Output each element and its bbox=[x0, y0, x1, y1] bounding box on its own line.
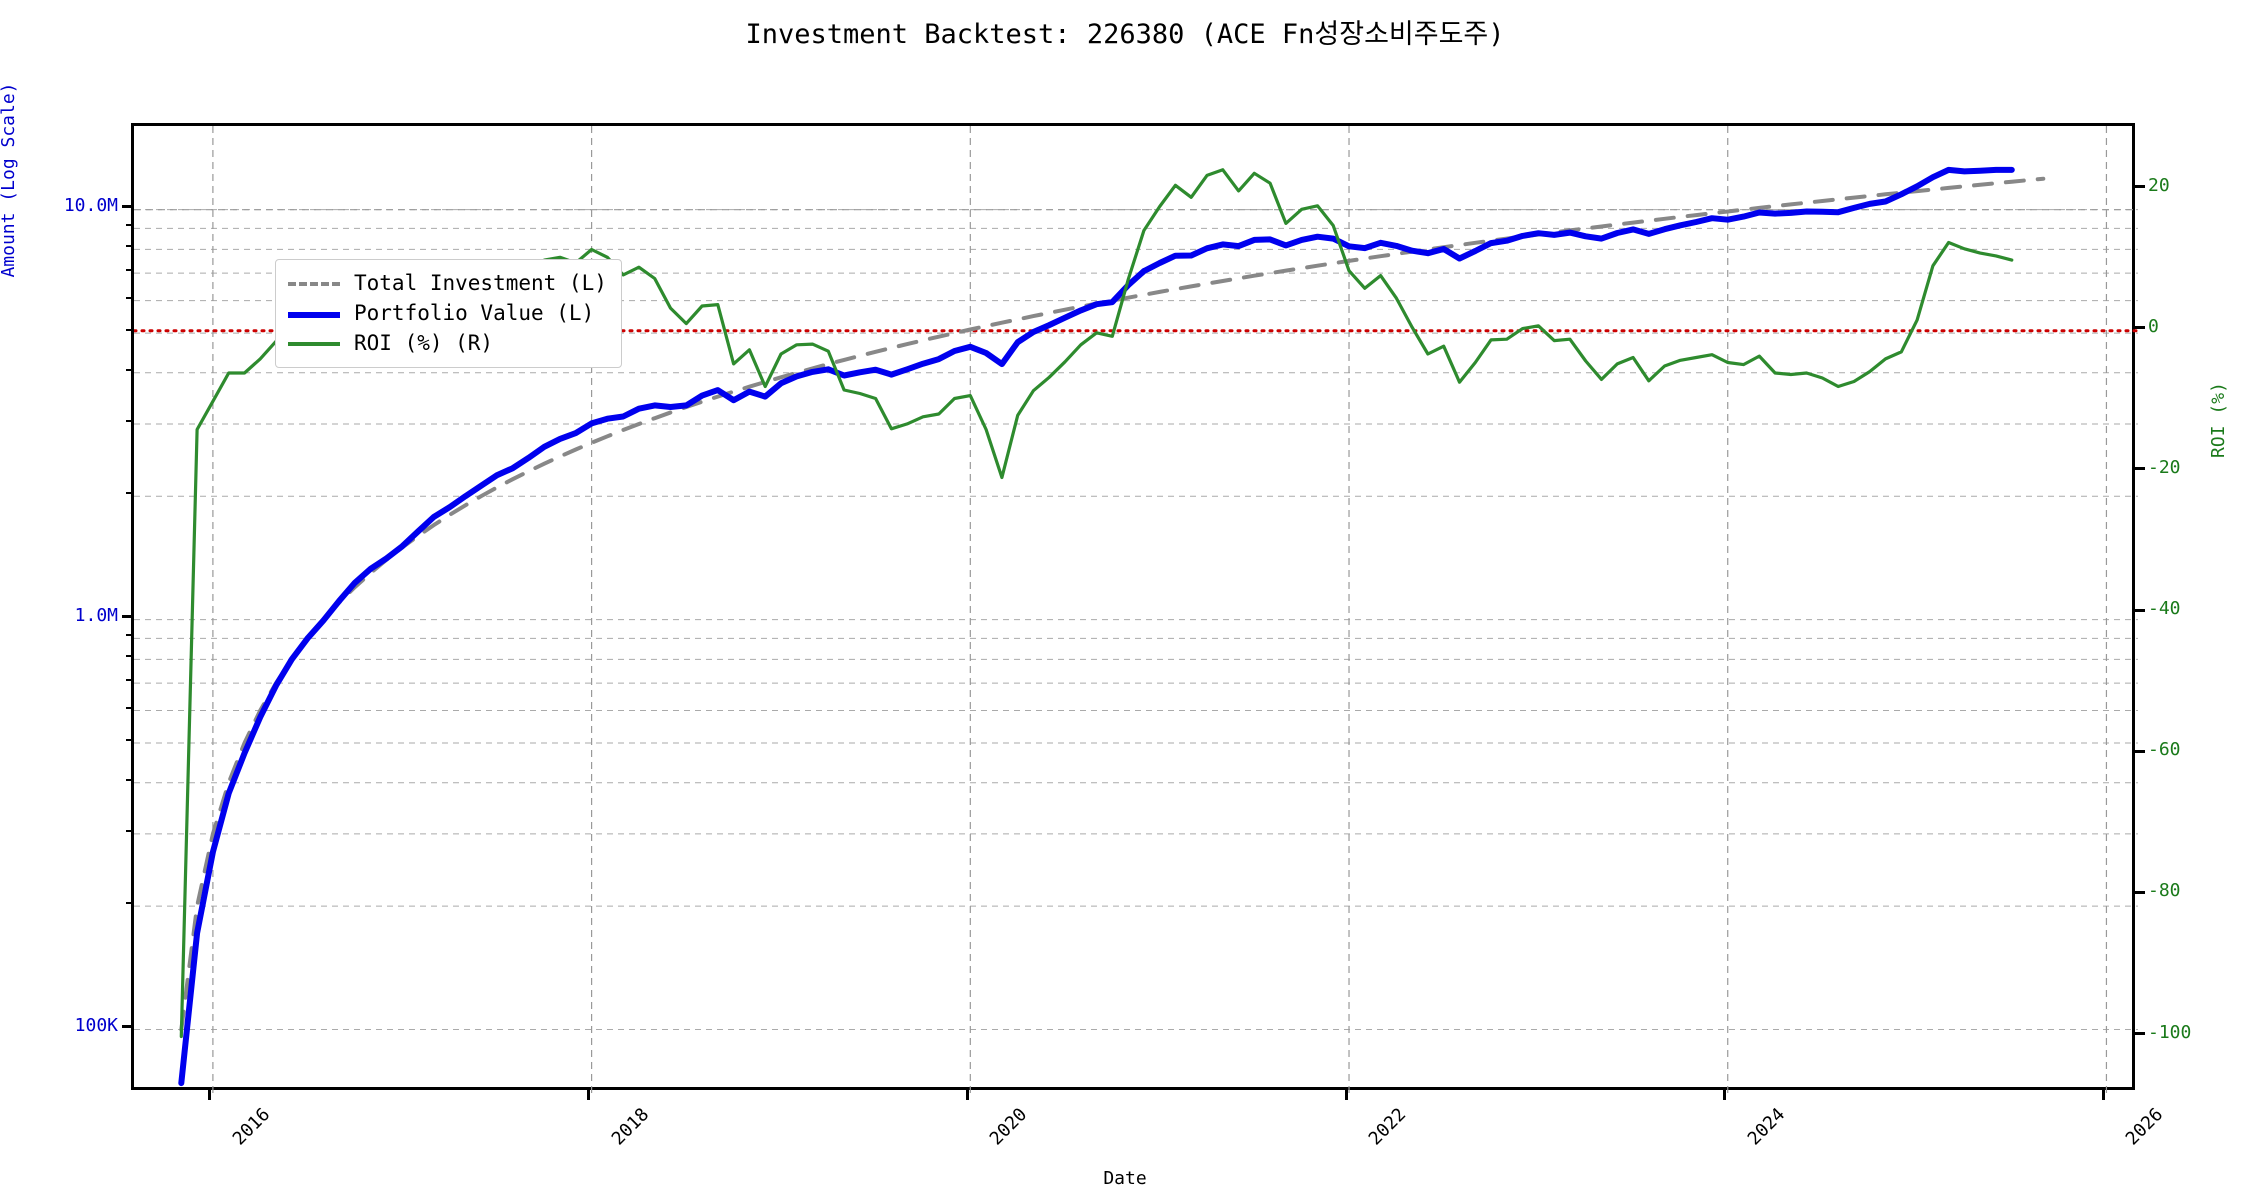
tick-mark bbox=[126, 738, 132, 741]
legend-label: Total Investment (L) bbox=[354, 270, 607, 295]
y-axis-left-label: Amount (Log Scale) bbox=[0, 82, 19, 278]
legend-item-total-investment[interactable]: Total Investment (L) bbox=[288, 268, 607, 298]
tick-mark bbox=[587, 1090, 591, 1100]
legend-item-roi[interactable]: ROI (%) (R) bbox=[288, 328, 607, 358]
legend-swatch-blue-line-icon bbox=[288, 305, 340, 321]
tick-mark bbox=[126, 368, 132, 371]
tick-mark bbox=[126, 296, 132, 299]
tick-mark bbox=[122, 1025, 132, 1028]
grid-lines bbox=[134, 126, 2138, 1093]
x-axis-tick-label: 2022 bbox=[1364, 1104, 1411, 1150]
tick-mark bbox=[126, 679, 132, 682]
tick-mark bbox=[2135, 749, 2145, 753]
tick-mark bbox=[965, 1090, 969, 1100]
y-axis-right-tick-label: -60 bbox=[2148, 739, 2181, 761]
x-axis-label: Date bbox=[1103, 1168, 1147, 1189]
series-line-1 bbox=[178, 166, 2015, 1087]
legend[interactable]: Total Investment (L) Portfolio Value (L)… bbox=[275, 259, 622, 368]
x-axis-tick-label: 2018 bbox=[607, 1104, 653, 1150]
x-axis-tick-label: 2020 bbox=[986, 1104, 1032, 1150]
tick-mark bbox=[2135, 185, 2145, 189]
tick-mark bbox=[2135, 608, 2145, 612]
tick-mark bbox=[122, 615, 132, 619]
tick-mark bbox=[2135, 1032, 2145, 1036]
x-axis-tick-label: 2026 bbox=[2122, 1104, 2168, 1150]
y-axis-left-tick-label: 100K bbox=[74, 1014, 118, 1036]
y-axis-left-tick-label: 10.0M bbox=[63, 194, 118, 216]
plot-area: Total Investment (L) Portfolio Value (L)… bbox=[131, 123, 2138, 1093]
tick-mark bbox=[126, 329, 132, 332]
tick-mark bbox=[126, 778, 132, 781]
tick-mark bbox=[126, 706, 132, 709]
tick-mark bbox=[2101, 1090, 2105, 1100]
legend-swatch-green-line-icon bbox=[288, 335, 340, 351]
tick-mark bbox=[126, 492, 132, 495]
tick-mark bbox=[2135, 326, 2145, 330]
tick-mark bbox=[126, 224, 132, 227]
tick-mark bbox=[126, 902, 132, 905]
tick-mark bbox=[2135, 890, 2145, 894]
tick-mark bbox=[122, 205, 132, 209]
tick-mark bbox=[1723, 1090, 1727, 1100]
tick-mark bbox=[126, 634, 132, 637]
y-axis-right-tick-label: -20 bbox=[2148, 456, 2181, 478]
legend-swatch-dashed-line-icon bbox=[288, 275, 340, 291]
x-axis-tick-label: 2016 bbox=[228, 1104, 275, 1150]
tick-mark bbox=[2135, 467, 2145, 471]
y-axis-right-tick-label: 20 bbox=[2148, 174, 2170, 196]
y-axis-right-tick-label: -40 bbox=[2148, 598, 2181, 620]
y-axis-left-tick-label: 1.0M bbox=[74, 604, 118, 626]
tick-mark bbox=[208, 1090, 212, 1100]
y-axis-right-tick-label: -100 bbox=[2148, 1021, 2192, 1043]
legend-item-portfolio-value[interactable]: Portfolio Value (L) bbox=[288, 298, 607, 328]
legend-label: Portfolio Value (L) bbox=[354, 300, 595, 325]
tick-mark bbox=[126, 655, 132, 658]
legend-label: ROI (%) (R) bbox=[354, 330, 494, 355]
y-axis-right-tick-label: -80 bbox=[2148, 880, 2181, 902]
tick-mark bbox=[126, 420, 132, 422]
tick-mark bbox=[126, 829, 132, 832]
plot-svg bbox=[134, 126, 2138, 1093]
tick-mark bbox=[126, 269, 132, 272]
tick-mark bbox=[1344, 1090, 1348, 1100]
tick-mark bbox=[126, 245, 132, 248]
y-axis-right-label: ROI (%) bbox=[2208, 382, 2229, 458]
x-axis-tick-label: 2024 bbox=[1743, 1104, 1789, 1150]
series-line-0 bbox=[179, 176, 2046, 1032]
page-title: Investment Backtest: 226380 (ACE Fn성장소비주… bbox=[745, 19, 1505, 50]
y-axis-right-tick-label: 0 bbox=[2148, 315, 2159, 337]
